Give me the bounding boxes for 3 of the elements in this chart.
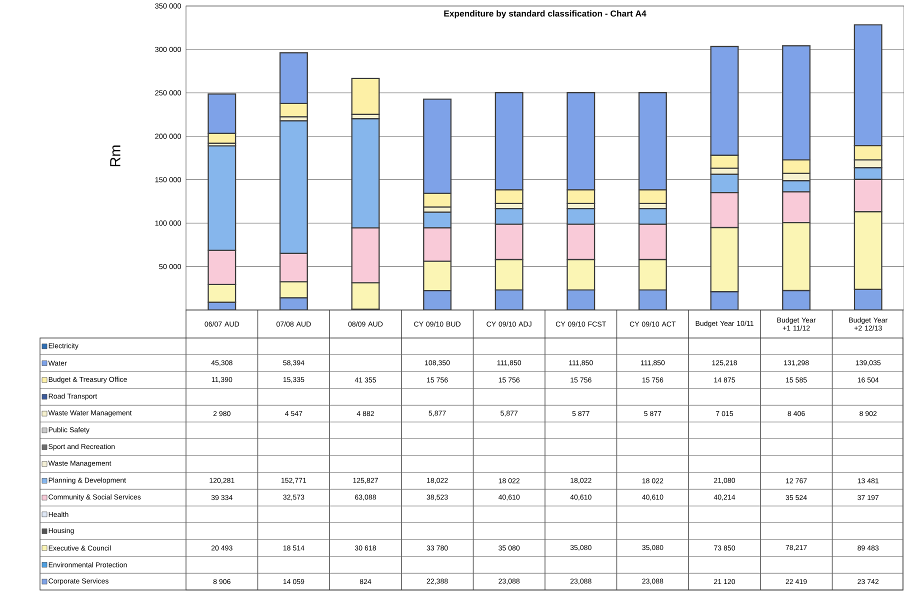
y-axis-title: Rm (110, 146, 120, 166)
bar (351, 78, 380, 115)
chart-title: Expenditure by standard classification - Chart A4 (444, 10, 646, 18)
